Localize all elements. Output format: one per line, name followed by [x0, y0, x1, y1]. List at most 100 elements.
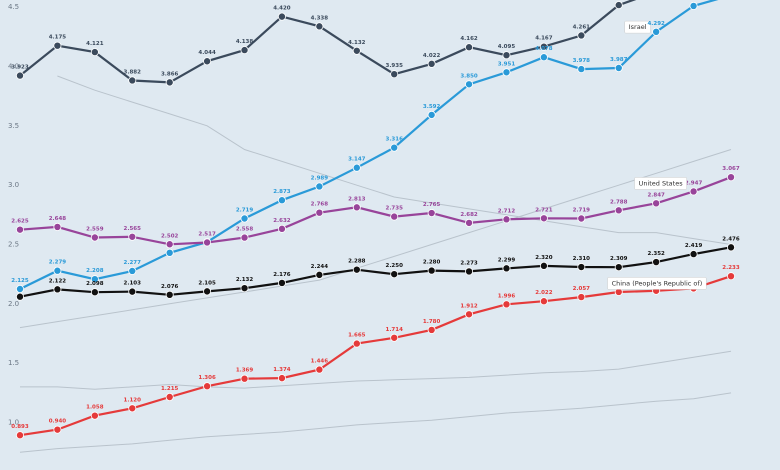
value-label: 2.098 — [86, 281, 104, 287]
data-point — [727, 243, 736, 252]
value-label: 4.078 — [535, 46, 553, 52]
value-label: 1.714 — [386, 327, 404, 333]
tag-box — [607, 277, 707, 290]
value-label: 0.940 — [49, 419, 67, 425]
value-label: 4.175 — [49, 35, 67, 41]
data-point — [277, 278, 286, 287]
background-line — [19, 149, 732, 329]
value-label: 1.996 — [498, 293, 516, 299]
data-point — [502, 51, 511, 60]
value-label: 4.338 — [311, 15, 329, 21]
y-tick-label: 4.5 — [8, 3, 19, 11]
value-label: 4.095 — [498, 44, 516, 50]
data-point — [15, 225, 24, 234]
data-point — [614, 263, 623, 272]
data-point — [427, 59, 436, 68]
data-point — [90, 233, 99, 242]
value-label: 2.559 — [86, 226, 104, 232]
data-point — [465, 80, 474, 89]
data-point — [203, 382, 212, 391]
data-point — [315, 270, 324, 279]
value-label: 2.648 — [49, 216, 67, 222]
data-point — [390, 70, 399, 79]
value-label: 2.277 — [124, 260, 142, 266]
data-point — [90, 275, 99, 284]
value-label: 1.369 — [236, 368, 254, 374]
series-line — [19, 176, 732, 246]
value-label: 3.978 — [573, 58, 591, 64]
value-label: 2.625 — [11, 219, 29, 225]
data-point — [652, 258, 661, 267]
data-point — [465, 310, 474, 319]
value-label: 3.987 — [610, 57, 628, 63]
value-label: 1.912 — [460, 303, 478, 309]
data-point — [90, 288, 99, 297]
background-line — [19, 392, 732, 453]
data-point — [315, 208, 324, 217]
data-point — [465, 218, 474, 227]
data-point — [128, 232, 137, 241]
data-point — [614, 1, 623, 10]
data-point — [240, 46, 249, 55]
value-label: 1.780 — [423, 319, 441, 325]
value-label: 2.565 — [124, 226, 142, 232]
data-point — [577, 31, 586, 40]
value-label: 2.788 — [610, 199, 628, 205]
value-label: 2.558 — [236, 227, 254, 233]
data-point — [315, 182, 324, 191]
data-point — [652, 27, 661, 36]
value-label: 2.502 — [161, 233, 179, 239]
data-point — [240, 214, 249, 223]
data-point — [390, 143, 399, 152]
value-label: 1.446 — [311, 359, 329, 365]
value-label: 2.719 — [236, 208, 254, 214]
y-tick-label: 3.5 — [8, 122, 19, 130]
data-point — [352, 265, 361, 274]
value-label: 3.850 — [460, 73, 478, 79]
data-point — [277, 196, 286, 205]
data-point — [689, 187, 698, 196]
data-point — [502, 215, 511, 224]
data-point — [165, 240, 174, 249]
value-label: 4.420 — [273, 6, 291, 12]
tag-box — [634, 177, 687, 190]
data-point — [15, 71, 24, 80]
value-label: 1.120 — [124, 397, 142, 403]
background-line — [20, 350, 732, 390]
value-label: 3.592 — [423, 104, 441, 110]
value-label: 2.103 — [124, 281, 142, 287]
data-point — [539, 214, 548, 223]
value-label: 2.721 — [535, 207, 553, 213]
value-label: 3.866 — [161, 71, 179, 77]
data-point — [203, 238, 212, 247]
value-label: 3.951 — [498, 61, 516, 67]
value-label: 2.309 — [610, 256, 628, 262]
value-label: 4.292 — [647, 21, 665, 27]
value-label: 2.632 — [273, 218, 291, 224]
data-point — [90, 48, 99, 57]
value-label: 3.923 — [11, 65, 29, 71]
background-line — [57, 75, 732, 245]
value-label: 2.122 — [49, 278, 67, 284]
data-point — [240, 374, 249, 383]
value-label: 3.935 — [386, 63, 404, 69]
y-tick-label: 1.5 — [8, 359, 19, 367]
data-point — [427, 110, 436, 119]
data-point — [15, 431, 24, 440]
value-label: 4.138 — [236, 39, 254, 45]
value-label: 2.280 — [423, 260, 441, 266]
data-point — [315, 365, 324, 374]
series-name: Israel — [629, 23, 647, 31]
value-label: 2.813 — [348, 196, 366, 202]
data-point — [165, 248, 174, 257]
data-point — [539, 297, 548, 306]
data-point — [502, 68, 511, 77]
series-name: United States — [639, 179, 684, 187]
value-label: 2.057 — [573, 286, 591, 292]
series-line — [19, 0, 637, 84]
plot-area: 1.0 1.5 2.0 2.5 3.0 3.5 4.0 4.5 3.923 4.175 4.121 3… — [8, 0, 740, 453]
tag-box — [624, 20, 651, 34]
series-tag: China (People's Republic of) — [607, 277, 707, 290]
